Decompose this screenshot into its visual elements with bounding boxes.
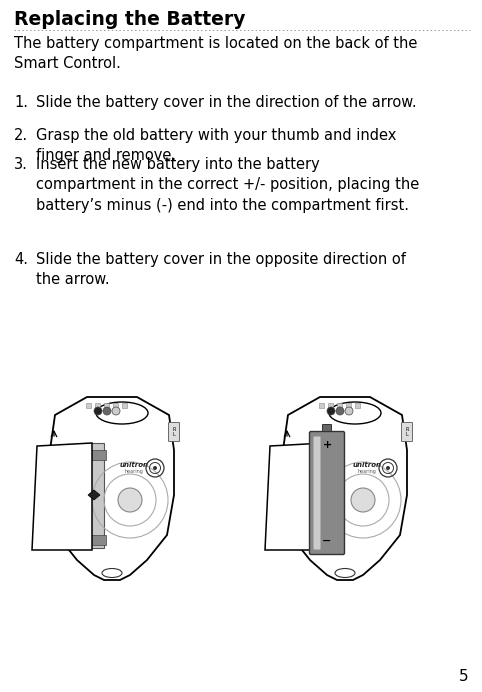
Polygon shape — [265, 443, 325, 550]
Polygon shape — [32, 443, 92, 550]
Text: 4.: 4. — [14, 252, 28, 267]
Circle shape — [336, 407, 344, 415]
Circle shape — [118, 488, 142, 512]
Text: Slide the battery cover in the opposite direction of
the arrow.: Slide the battery cover in the opposite … — [36, 252, 406, 287]
Bar — [122, 403, 127, 408]
Bar — [337, 403, 342, 408]
Circle shape — [112, 407, 120, 415]
Text: hearing: hearing — [124, 469, 144, 475]
Bar — [82, 450, 106, 460]
Text: Grasp the old battery with your thumb and index
finger and remove.: Grasp the old battery with your thumb an… — [36, 128, 396, 163]
FancyBboxPatch shape — [402, 423, 413, 441]
Text: 2.: 2. — [14, 128, 28, 143]
Bar — [355, 403, 360, 408]
Circle shape — [386, 466, 390, 470]
Bar — [328, 403, 333, 408]
Circle shape — [94, 407, 102, 415]
Text: Insert the new battery into the battery
compartment in the correct +/- position,: Insert the new battery into the battery … — [36, 157, 419, 213]
Text: −: − — [322, 536, 332, 546]
Text: R
L: R L — [172, 426, 175, 437]
Ellipse shape — [335, 569, 355, 578]
FancyBboxPatch shape — [313, 437, 321, 549]
FancyBboxPatch shape — [322, 424, 332, 432]
FancyBboxPatch shape — [309, 432, 345, 554]
Bar — [95, 403, 100, 408]
Bar — [312, 443, 342, 550]
Polygon shape — [283, 397, 407, 580]
Text: +: + — [322, 440, 332, 450]
Circle shape — [103, 407, 111, 415]
Bar — [346, 403, 351, 408]
Polygon shape — [321, 490, 333, 500]
Bar — [104, 403, 109, 408]
Text: 1.: 1. — [14, 95, 28, 110]
Circle shape — [351, 488, 375, 512]
Ellipse shape — [102, 569, 122, 578]
Polygon shape — [88, 490, 100, 500]
Bar — [113, 403, 118, 408]
Bar — [84, 443, 104, 548]
Bar — [319, 403, 324, 408]
Bar — [86, 403, 91, 408]
Text: 3.: 3. — [14, 157, 28, 172]
Polygon shape — [50, 397, 174, 580]
Text: hearing: hearing — [358, 469, 376, 475]
Bar — [315, 450, 339, 460]
Text: R
L: R L — [405, 426, 409, 437]
Circle shape — [345, 407, 353, 415]
Text: The battery compartment is located on the back of the
Smart Control.: The battery compartment is located on th… — [14, 36, 417, 71]
FancyBboxPatch shape — [169, 423, 179, 441]
Text: unitron: unitron — [352, 462, 381, 468]
Text: Replacing the Battery: Replacing the Battery — [14, 10, 245, 29]
Bar — [82, 535, 106, 545]
Text: Slide the battery cover in the direction of the arrow.: Slide the battery cover in the direction… — [36, 95, 416, 110]
Text: unitron: unitron — [120, 462, 148, 468]
Text: 5: 5 — [458, 669, 468, 684]
Bar — [315, 535, 339, 545]
Bar — [317, 443, 337, 548]
Circle shape — [327, 407, 335, 415]
Circle shape — [153, 466, 157, 470]
